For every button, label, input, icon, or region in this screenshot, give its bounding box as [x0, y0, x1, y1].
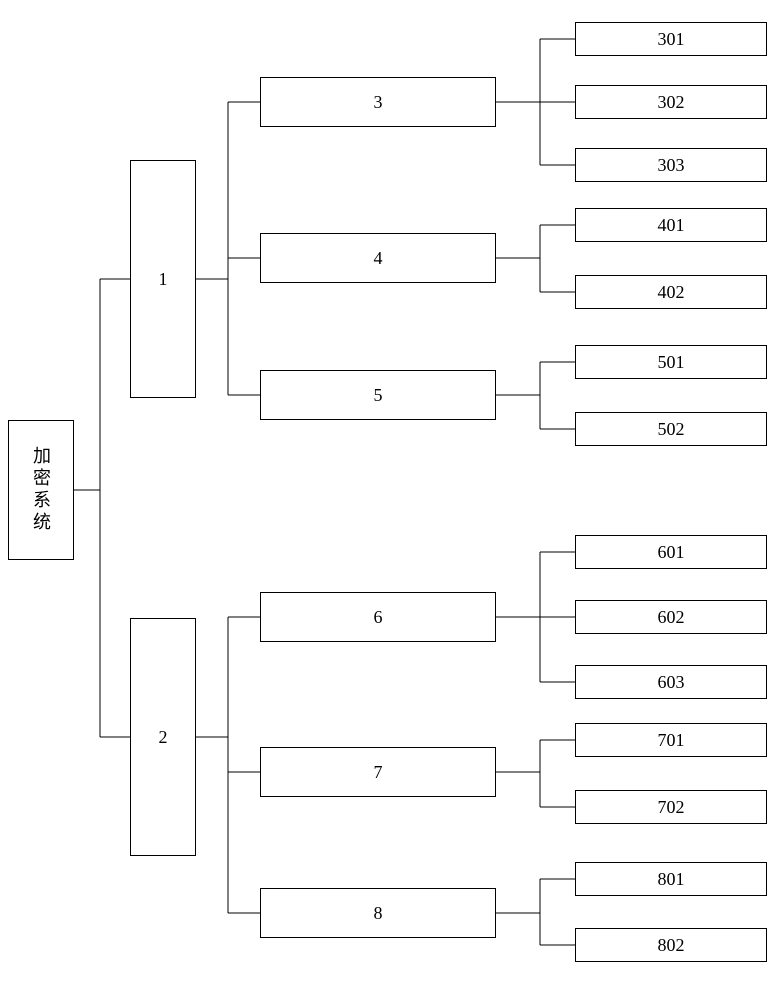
tree-node-n801: 801 — [575, 862, 767, 896]
node-label: 801 — [658, 869, 685, 890]
node-label: 5 — [374, 385, 383, 406]
node-label: 601 — [658, 542, 685, 563]
node-label: 401 — [658, 215, 685, 236]
tree-node-n502: 502 — [575, 412, 767, 446]
node-label: 603 — [658, 672, 685, 693]
node-label: 502 — [658, 419, 685, 440]
tree-node-n802: 802 — [575, 928, 767, 962]
tree-node-n4: 4 — [260, 233, 496, 283]
tree-node-n7: 7 — [260, 747, 496, 797]
tree-node-n2: 2 — [130, 618, 196, 856]
node-label: 2 — [159, 727, 168, 748]
node-label: 701 — [658, 730, 685, 751]
node-label: 602 — [658, 607, 685, 628]
node-label: 802 — [658, 935, 685, 956]
tree-node-n303: 303 — [575, 148, 767, 182]
tree-node-n8: 8 — [260, 888, 496, 938]
tree-node-n701: 701 — [575, 723, 767, 757]
tree-node-n601: 601 — [575, 535, 767, 569]
node-label: 702 — [658, 797, 685, 818]
tree-node-n602: 602 — [575, 600, 767, 634]
tree-node-n3: 3 — [260, 77, 496, 127]
node-label: 8 — [374, 903, 383, 924]
node-label: 6 — [374, 607, 383, 628]
node-label: 302 — [658, 92, 685, 113]
tree-node-n702: 702 — [575, 790, 767, 824]
tree-node-n402: 402 — [575, 275, 767, 309]
node-label: 303 — [658, 155, 685, 176]
node-label: 1 — [159, 269, 168, 290]
tree-node-n5: 5 — [260, 370, 496, 420]
tree-node-n301: 301 — [575, 22, 767, 56]
tree-node-n6: 6 — [260, 592, 496, 642]
node-label: 301 — [658, 29, 685, 50]
tree-node-n603: 603 — [575, 665, 767, 699]
tree-node-n302: 302 — [575, 85, 767, 119]
node-label: 加密系统 — [28, 446, 54, 534]
node-label: 7 — [374, 762, 383, 783]
tree-node-root: 加密系统 — [8, 420, 74, 560]
tree-node-n501: 501 — [575, 345, 767, 379]
node-label: 4 — [374, 248, 383, 269]
tree-node-n401: 401 — [575, 208, 767, 242]
node-label: 501 — [658, 352, 685, 373]
node-label: 402 — [658, 282, 685, 303]
node-label: 3 — [374, 92, 383, 113]
tree-node-n1: 1 — [130, 160, 196, 398]
